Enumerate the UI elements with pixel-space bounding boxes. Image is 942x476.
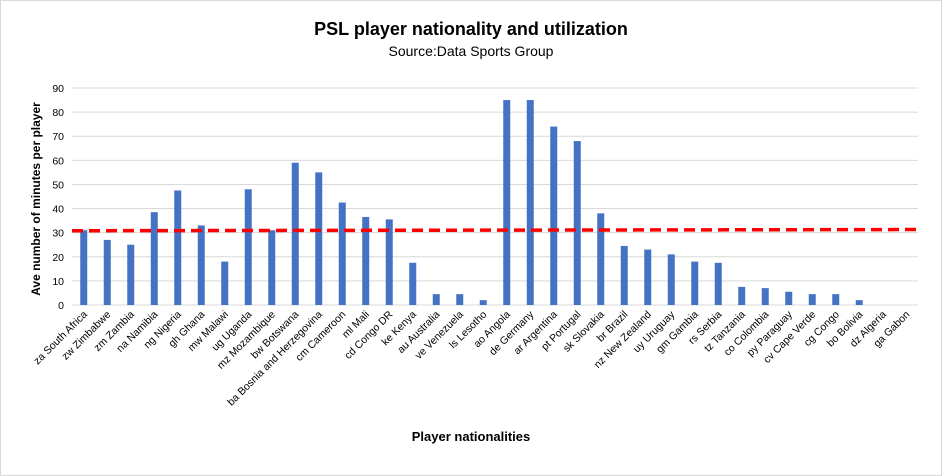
bar (80, 230, 88, 305)
bar (385, 219, 393, 305)
y-tick-label: 30 (52, 228, 64, 240)
bar (785, 291, 793, 305)
bar (691, 261, 699, 305)
y-tick-label: 0 (58, 300, 64, 312)
y-tick-label: 90 (52, 83, 64, 95)
bar (526, 100, 534, 305)
y-tick-label: 60 (52, 155, 64, 167)
bar (667, 254, 675, 305)
bar (761, 288, 769, 305)
gridlines (72, 87, 918, 306)
y-tick-label: 20 (52, 252, 64, 264)
chart-subtitle: Source:Data Sports Group (388, 43, 554, 59)
bar (550, 126, 558, 305)
chart-title: PSL player nationality and utilization (314, 19, 628, 39)
bar (832, 294, 840, 305)
bar (291, 162, 299, 305)
y-tick-label: 80 (52, 107, 64, 119)
bar (409, 262, 417, 305)
y-tick-label: 70 (52, 131, 64, 143)
bar (738, 286, 746, 305)
bar (808, 294, 816, 305)
bar (620, 245, 628, 305)
bar (597, 213, 605, 305)
bars (80, 100, 863, 305)
bar (315, 172, 323, 305)
bar (197, 225, 205, 305)
bar (479, 300, 487, 305)
bar (127, 244, 135, 305)
bar (103, 239, 111, 305)
x-axis-label: Player nationalities (411, 429, 531, 444)
y-tick-labels: 0 10 20 30 40 50 60 70 80 90 (52, 83, 64, 312)
bar (338, 202, 346, 305)
bar (244, 189, 252, 305)
bar (362, 216, 370, 305)
bar (573, 141, 581, 305)
bar (150, 212, 158, 305)
trendline-group (71, 227, 919, 233)
bar (855, 300, 863, 305)
bar (456, 294, 464, 305)
bar (268, 230, 276, 305)
bar (503, 100, 511, 305)
y-tick-label: 10 (52, 276, 64, 288)
bar (714, 262, 722, 305)
bar (174, 190, 182, 305)
bar (432, 294, 440, 305)
y-tick-label: 50 (52, 179, 64, 191)
bar (221, 261, 229, 305)
bar (644, 249, 652, 305)
trendline (71, 227, 919, 233)
y-tick-label: 40 (52, 204, 64, 216)
